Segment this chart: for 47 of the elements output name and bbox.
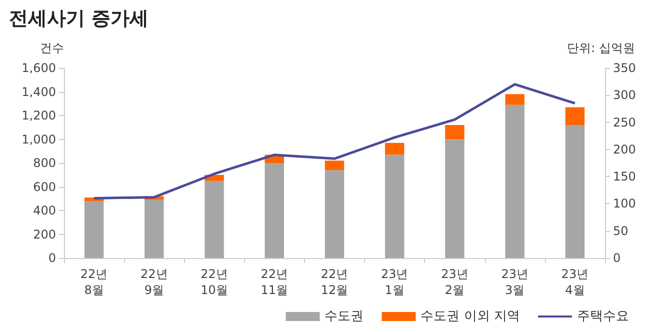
bar xyxy=(445,125,464,140)
x-tick-label: 22년 11월 xyxy=(260,267,288,297)
bar xyxy=(445,139,464,258)
bar xyxy=(264,163,284,258)
bar xyxy=(144,200,164,258)
y-tick-label: 0 xyxy=(48,251,56,265)
y-tick-label: 400 xyxy=(33,204,56,218)
y2-tick-label: 350 xyxy=(613,61,636,75)
y-tick-label: 1,600 xyxy=(22,61,56,75)
bar xyxy=(384,154,404,258)
bar xyxy=(384,142,404,155)
y-axis-title: 건수 xyxy=(40,41,64,55)
bar xyxy=(505,94,524,105)
x-tick-label: 22년 8월 xyxy=(80,267,108,297)
x-tick-label: 22년 10월 xyxy=(200,267,228,297)
bar xyxy=(565,125,585,258)
y2-tick-label: 150 xyxy=(613,170,636,184)
x-tick-label: 23년 4월 xyxy=(561,267,589,297)
bar xyxy=(324,170,344,258)
bar xyxy=(204,180,224,258)
x-tick-label: 23년 1월 xyxy=(380,267,408,297)
y2-axis-title: 단위: 십억원 xyxy=(567,41,635,55)
y2-tick-label: 0 xyxy=(613,251,621,265)
y-tick-label: 200 xyxy=(33,227,56,242)
bar xyxy=(505,104,524,258)
bar xyxy=(84,201,104,258)
bar xyxy=(565,107,585,125)
y2-tick-label: 100 xyxy=(613,196,636,211)
chart-title: 전세사기 증가세 xyxy=(9,8,149,30)
x-tick-label: 22년 9월 xyxy=(140,267,168,297)
y-tick-label: 1,200 xyxy=(22,108,56,122)
y2-tick-label: 300 xyxy=(613,88,636,102)
legend-label: 수도권 이외 지역 xyxy=(420,309,520,324)
y2-tick-label: 250 xyxy=(613,115,636,130)
x-tick-label: 22년 12월 xyxy=(320,267,348,297)
x-tick-label: 23년 2월 xyxy=(441,267,468,297)
bar xyxy=(324,160,344,170)
line-series xyxy=(92,83,576,200)
y2-tick-label: 200 xyxy=(613,142,636,156)
legend-label: 주택수요 xyxy=(577,309,629,324)
x-tick-label: 23년 3월 xyxy=(501,267,528,297)
y-tick-label: 1,000 xyxy=(22,132,56,146)
y-tick-label: 600 xyxy=(33,180,56,194)
legend-label: 수도권 xyxy=(324,309,364,324)
y-tick-label: 1,400 xyxy=(22,84,56,99)
y-tick-label: 800 xyxy=(33,156,56,170)
y2-tick-label: 50 xyxy=(613,224,628,238)
